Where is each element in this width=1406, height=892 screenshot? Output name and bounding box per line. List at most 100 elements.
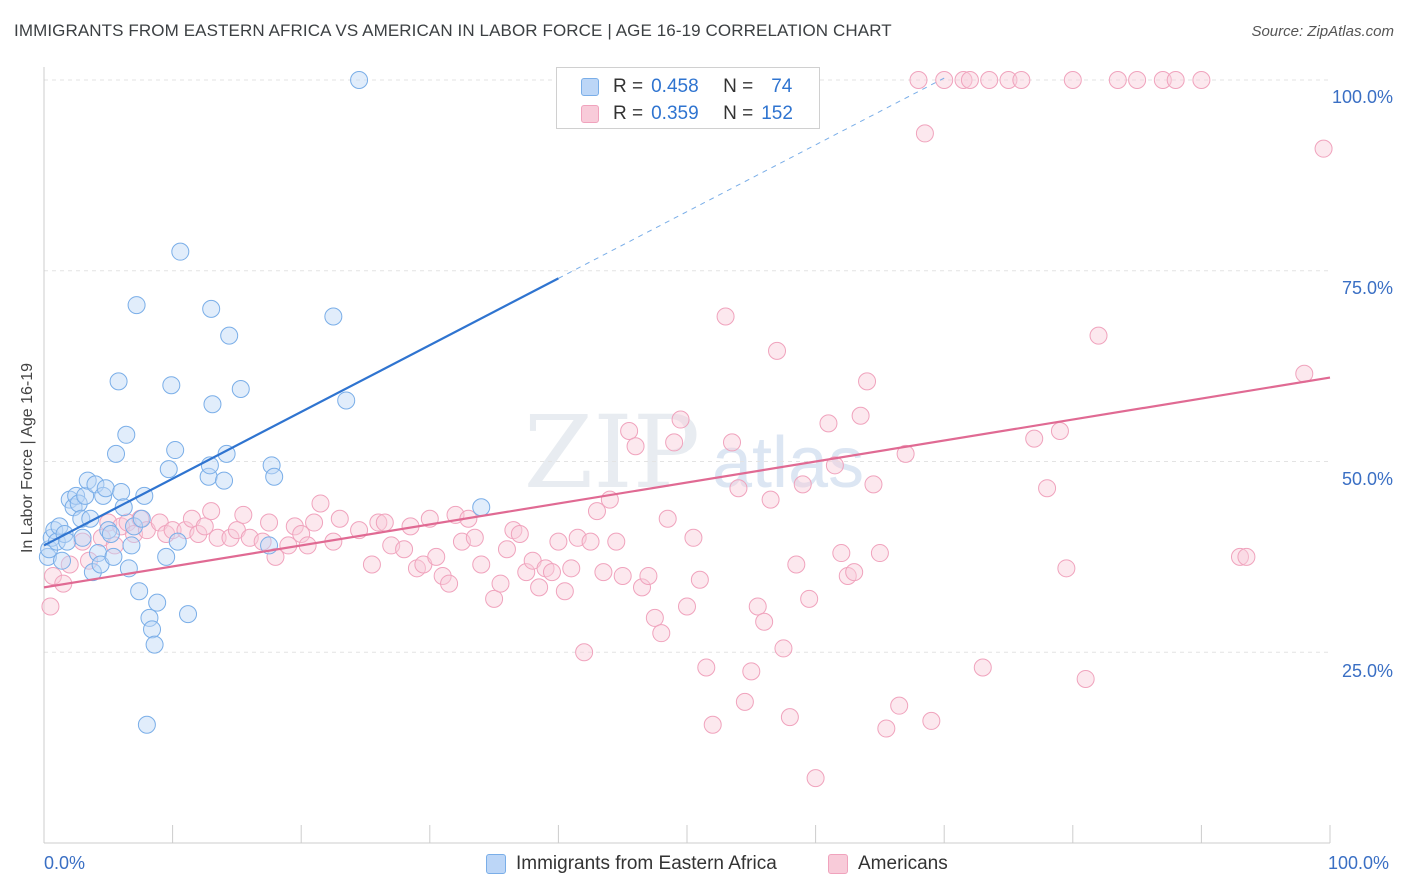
immigrants-point [96, 479, 115, 498]
americans-point [678, 597, 696, 616]
immigrants-point [166, 441, 185, 460]
legend-label-americans: Americans [858, 853, 948, 874]
legend-swatch-blue [581, 78, 599, 96]
americans-point [697, 658, 716, 677]
americans-point [716, 307, 735, 326]
axes [43, 67, 1331, 844]
series-legend: Immigrants from Eastern Africa Americans [0, 853, 1406, 877]
americans-point [517, 563, 536, 582]
americans-point [189, 524, 208, 543]
americans-point [510, 524, 529, 543]
americans-point [530, 578, 549, 597]
immigrants-trend-line [43, 277, 559, 547]
americans-point [594, 563, 613, 582]
americans-point [311, 494, 330, 513]
americans-point [890, 696, 909, 715]
americans-point [723, 433, 742, 452]
immigrants-point [220, 326, 239, 345]
americans-point [163, 521, 182, 540]
americans-point [285, 517, 304, 536]
americans-points [41, 71, 1333, 788]
immigrants-point [202, 299, 221, 318]
americans-point [671, 410, 690, 429]
americans-point [690, 570, 709, 589]
americans-point [433, 566, 452, 585]
immigrants-point [101, 524, 120, 543]
americans-point [922, 711, 941, 730]
americans-point [1076, 669, 1095, 688]
immigrants-point [145, 635, 164, 654]
y-tick-label-100: 100.0% [1331, 87, 1393, 107]
immigrants-point [231, 380, 250, 399]
americans-point [851, 406, 870, 425]
americans-point [465, 528, 484, 547]
americans-point [665, 433, 684, 452]
americans-point [735, 692, 754, 711]
americans-point [703, 715, 722, 734]
americans-point [549, 532, 568, 551]
americans-point [562, 559, 581, 578]
immigrants-point [472, 498, 491, 517]
trend-lines [43, 77, 1331, 589]
grid-lines [44, 79, 1330, 653]
americans-point [1128, 71, 1147, 89]
americans-point [542, 563, 561, 582]
immigrants-trend-dashed [558, 77, 945, 279]
immigrants-point [122, 536, 141, 555]
americans-point [440, 574, 459, 593]
y-tick-label-75: 75.0% [1341, 278, 1393, 298]
legend-r-value: 0.458 [651, 76, 699, 97]
legend-swatch-pink [581, 105, 599, 123]
americans-point [485, 589, 504, 608]
immigrants-point [109, 372, 128, 391]
americans-point [626, 437, 645, 456]
immigrants-point [83, 563, 102, 582]
watermark: ZIP atlas [524, 394, 864, 511]
y-tick-label-50: 50.0% [1341, 469, 1393, 489]
immigrants-point [203, 395, 222, 414]
americans-point [581, 532, 600, 551]
chart-source: Source: ZipAtlas.com [1251, 23, 1394, 40]
immigrants-point [168, 532, 187, 551]
americans-point [260, 513, 279, 532]
americans-point [870, 544, 889, 563]
americans-point [491, 574, 510, 593]
immigrants-point [215, 471, 234, 490]
americans-point [858, 372, 877, 391]
americans-point [1192, 71, 1211, 89]
legend-n-value: 74 [771, 76, 793, 97]
americans-point [780, 708, 799, 727]
immigrants-point [159, 460, 178, 479]
immigrants-point [324, 307, 343, 326]
americans-point [607, 532, 626, 551]
immigrants-point [117, 425, 136, 444]
immigrants-point [157, 547, 176, 566]
americans-point [652, 624, 671, 643]
americans-point [369, 513, 388, 532]
americans-point [427, 547, 446, 566]
americans-point [915, 124, 934, 143]
legend-label-immigrants: Immigrants from Eastern Africa [516, 853, 777, 874]
chart-title: IMMIGRANTS FROM EASTERN AFRICA VS AMERIC… [14, 21, 892, 40]
immigrants-point [132, 509, 151, 528]
americans-point [1230, 547, 1249, 566]
americans-point [1057, 559, 1076, 578]
stats-legend: R = 0.458 N = 74 R = 0.359 N = 152 [556, 67, 820, 129]
americans-point [1025, 429, 1044, 448]
americans-point [999, 71, 1018, 89]
americans-point [877, 719, 896, 738]
americans-point [208, 528, 227, 547]
americans-point [472, 555, 491, 574]
americans-point [1012, 71, 1031, 89]
immigrants-point [73, 528, 92, 547]
legend-n-value: 152 [761, 103, 793, 124]
americans-point [973, 658, 992, 677]
americans-point [41, 597, 60, 616]
immigrants-point [107, 444, 126, 463]
americans-point [202, 502, 221, 521]
legend-r-label: R = [613, 103, 644, 124]
americans-point [645, 608, 664, 627]
legend-item-americans: Americans [828, 853, 948, 875]
immigrants-point [125, 517, 144, 536]
immigrants-point [337, 391, 356, 410]
